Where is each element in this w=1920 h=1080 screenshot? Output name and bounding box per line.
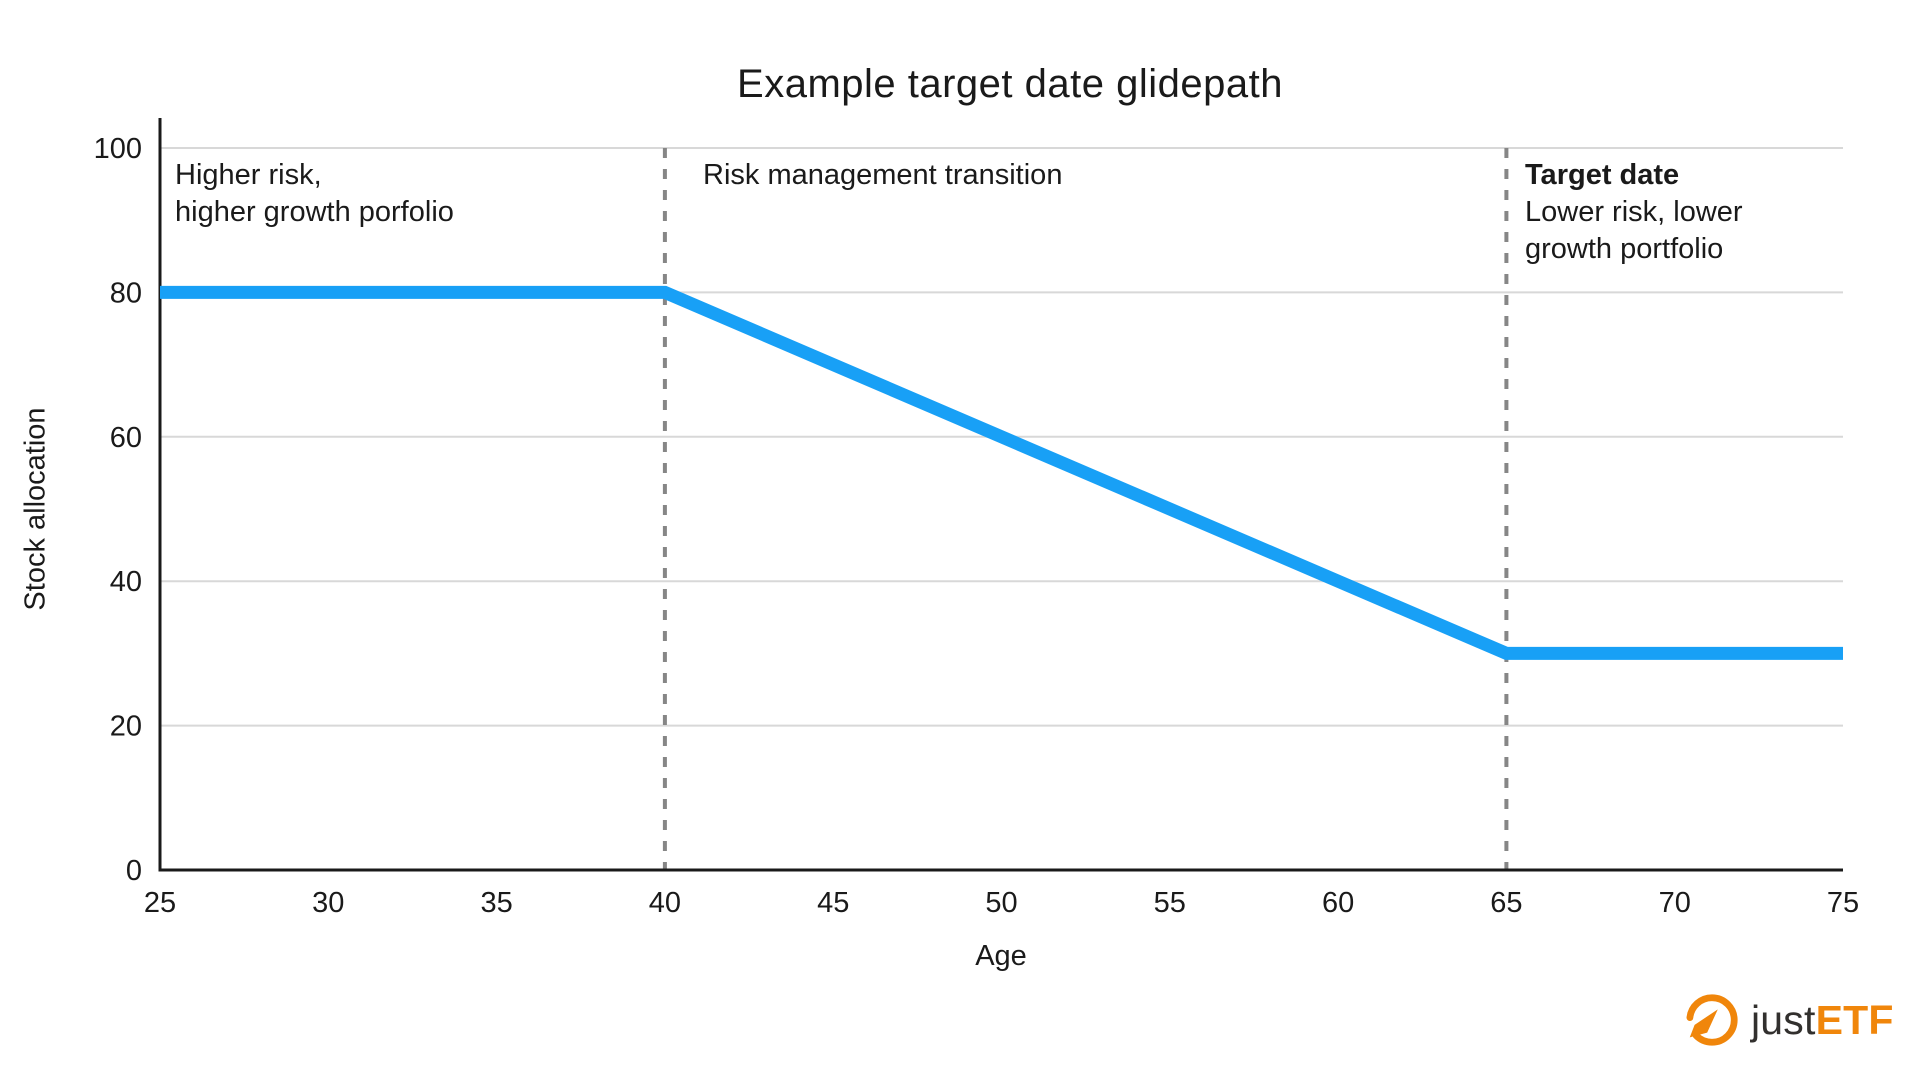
x-tick-label-55: 55 <box>1154 887 1186 919</box>
annotation-line: Lower risk, lower <box>1525 196 1743 228</box>
annotation-line: Higher risk, <box>175 159 322 191</box>
annotation-line: growth portfolio <box>1525 233 1724 265</box>
logo-wordmark: justETF <box>1751 997 1894 1044</box>
annotation-line: Target date <box>1525 159 1680 191</box>
x-tick-label-25: 25 <box>144 887 176 919</box>
x-tick-label-30: 30 <box>312 887 344 919</box>
chart-title: Example target date glidepath <box>737 62 1283 106</box>
x-tick-label-40: 40 <box>649 887 681 919</box>
y-tick-label-0: 0 <box>126 855 142 887</box>
x-tick-label-65: 65 <box>1490 887 1522 919</box>
x-tick-label-75: 75 <box>1827 887 1859 919</box>
annotation-line: Risk management transition <box>703 159 1063 191</box>
annotation-higher-risk: Higher risk, higher growth porfolio <box>175 157 454 231</box>
annotation-risk-transition: Risk management transition <box>703 157 1062 194</box>
annotation-line: higher growth porfolio <box>175 196 454 228</box>
logo-word-just: just <box>1751 996 1816 1043</box>
gauge-icon <box>1686 994 1738 1046</box>
x-tick-label-45: 45 <box>817 887 849 919</box>
y-tick-label-20: 20 <box>110 711 142 743</box>
y-axis-label: Stock allocation <box>19 407 52 611</box>
y-tick-label-80: 80 <box>110 277 142 309</box>
annotation-target-date: Target date Lower risk, lower growth por… <box>1525 157 1743 268</box>
x-tick-label-50: 50 <box>985 887 1017 919</box>
x-tick-label-70: 70 <box>1659 887 1691 919</box>
logo-word-etf: ETF <box>1815 996 1894 1043</box>
glidepath-line <box>160 285 1843 660</box>
x-tick-label-60: 60 <box>1322 887 1354 919</box>
y-tick-label-100: 100 <box>94 133 142 165</box>
y-tick-label-40: 40 <box>110 566 142 598</box>
x-axis-label: Age <box>975 940 1027 972</box>
x-tick-label-35: 35 <box>480 887 512 919</box>
justetf-logo: justETF <box>1683 990 1894 1050</box>
y-tick-label-60: 60 <box>110 422 142 454</box>
